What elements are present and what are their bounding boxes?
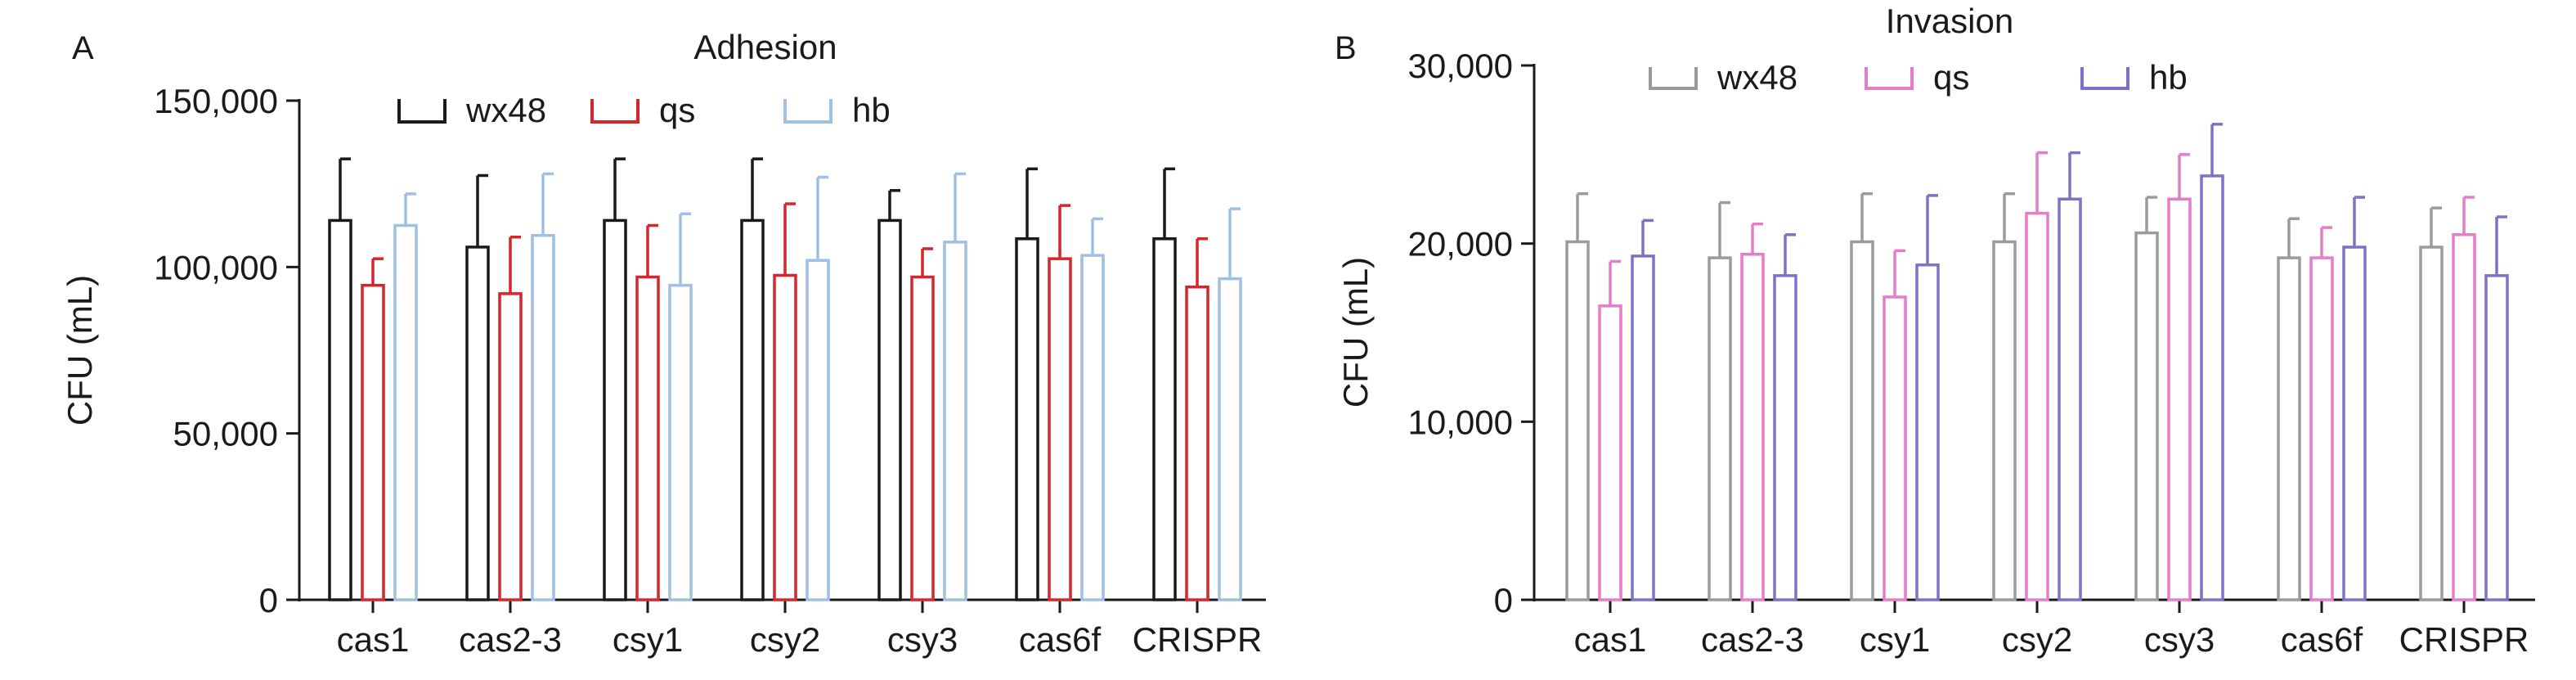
- plot-area: 0 10,000 20,000 30,000 CFU (mL) cas1 cas2-3 csy…: [1336, 47, 2535, 659]
- bar-qs: [910, 275, 935, 601]
- bar-wx48: [603, 218, 627, 601]
- bar-hb: [2342, 245, 2367, 601]
- bar-wx48: [2419, 245, 2444, 601]
- bar-wx48: [877, 218, 902, 601]
- x-tick-label: cas1: [337, 620, 410, 659]
- legend-label: qs: [659, 91, 695, 129]
- bar-qs: [2309, 256, 2334, 601]
- y-tick-label: 10,000: [1408, 403, 1513, 441]
- bar-qs: [2452, 233, 2476, 601]
- bar-hb: [393, 223, 418, 601]
- legend-swatch-qs: [590, 99, 640, 124]
- bar-qs: [361, 283, 385, 601]
- x-tick-label: cas1: [1574, 620, 1647, 659]
- bar-qs: [1883, 295, 1907, 601]
- x-tick-label: csy1: [613, 620, 683, 659]
- bar-hb: [1631, 254, 1655, 601]
- bar-wx48: [2277, 256, 2301, 601]
- bar-hb: [943, 241, 967, 601]
- bar-hb: [2484, 274, 2509, 601]
- y-axis-label: CFU (mL): [1336, 257, 1375, 408]
- bar-qs: [2025, 211, 2049, 601]
- bar-hb: [1773, 274, 1797, 601]
- x-tick-label: cas2-3: [1701, 620, 1804, 659]
- y-tick-label: 30,000: [1408, 47, 1513, 85]
- x-tick-label: csy2: [2002, 620, 2072, 659]
- invasion-panel: B Invasion 0 10,000 20,000 30,000 CFU (mL) ca…: [1335, 2, 2535, 659]
- bar-wx48: [328, 218, 352, 601]
- bar-qs: [635, 275, 660, 601]
- legend-label: hb: [852, 91, 891, 129]
- chart-title: Invasion: [1886, 2, 2013, 40]
- x-tick-label: csy3: [2144, 620, 2215, 659]
- bar-wx48: [1565, 240, 1590, 601]
- y-tick-label: 50,000: [173, 415, 278, 453]
- y-axis-label: CFU (mL): [61, 275, 99, 426]
- legend-swatch-hb: [783, 99, 832, 124]
- x-tick-label: cas6f: [2281, 620, 2363, 659]
- x-tick-label: cas2-3: [459, 620, 562, 659]
- x-tick-label: csy1: [1860, 620, 1930, 659]
- bar-qs: [1598, 304, 1622, 601]
- bar-wx48: [1015, 237, 1039, 601]
- y-tick-label: 20,000: [1408, 225, 1513, 263]
- x-tick-label: csy2: [750, 620, 820, 659]
- bar-hb: [806, 259, 830, 601]
- panel-letter: B: [1335, 30, 1357, 66]
- legend-swatch-qs: [1865, 67, 1914, 90]
- bar-wx48: [1708, 256, 1732, 601]
- legend-label: wx48: [1717, 58, 1797, 97]
- bar-wx48: [1992, 240, 2017, 601]
- legend-swatch-wx48: [397, 99, 447, 124]
- y-tick-label: 0: [1494, 581, 1513, 619]
- bar-wx48: [740, 218, 765, 601]
- bar-qs: [1740, 252, 1765, 601]
- bar-hb: [2200, 174, 2224, 601]
- plot-area: 0 50,000 100,000 150,000 CFU (mL) cas1 cas2-3 c…: [61, 82, 1266, 659]
- bar-wx48: [1152, 237, 1177, 601]
- legend-swatch-hb: [2080, 67, 2129, 90]
- bar-wx48: [2134, 231, 2159, 601]
- bar-qs: [1185, 285, 1209, 601]
- legend-label: hb: [2149, 58, 2188, 97]
- panel-letter: A: [72, 30, 94, 66]
- y-tick-label: 150,000: [154, 82, 278, 120]
- y-tick-label: 100,000: [154, 248, 278, 286]
- bar-qs: [2167, 197, 2192, 601]
- bar-wx48: [1850, 240, 1874, 601]
- legend-label: wx48: [465, 91, 546, 129]
- bar-hb: [1218, 277, 1242, 601]
- chart-title: Adhesion: [693, 28, 837, 66]
- bar-qs: [773, 273, 797, 601]
- adhesion-panel: A Adhesion 0 50,000 100,000 150,000 CFU (mL)…: [61, 28, 1266, 659]
- bar-qs: [498, 292, 523, 601]
- legend-label: qs: [1933, 58, 1969, 97]
- x-tick-label: CRISPR: [2399, 620, 2529, 659]
- bar-qs: [1048, 257, 1072, 601]
- x-tick-label: CRISPR: [1133, 620, 1263, 659]
- x-tick-label: cas6f: [1019, 620, 1102, 659]
- x-tick-label: csy3: [887, 620, 958, 659]
- bar-hb: [531, 233, 555, 601]
- bar-hb: [1080, 254, 1105, 601]
- y-tick-label: 0: [259, 581, 278, 619]
- bar-hb: [668, 283, 693, 601]
- bar-hb: [2058, 197, 2082, 601]
- bar-wx48: [465, 245, 490, 601]
- legend-swatch-wx48: [1649, 67, 1698, 90]
- bar-hb: [1915, 263, 1940, 601]
